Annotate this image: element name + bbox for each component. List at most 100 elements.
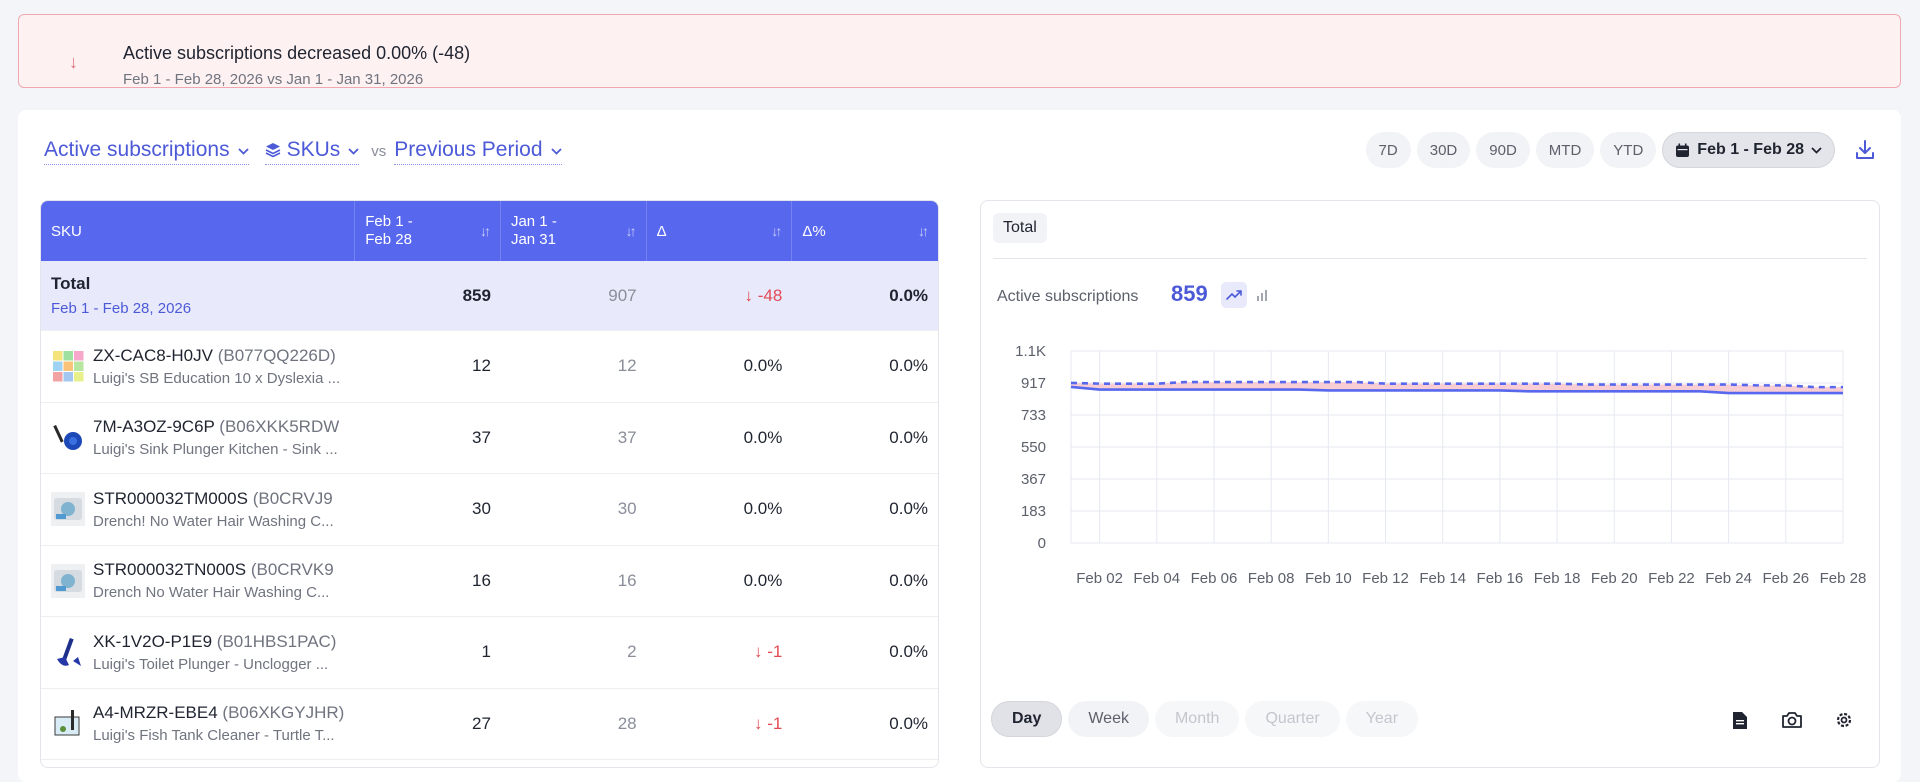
sku-id: 7M-A3OZ-9C6P (B06XKK5RDW [93,417,340,437]
vs-label: vs [371,143,387,160]
chevron-down-icon [1811,146,1822,154]
comparison-selector[interactable]: Previous Period [394,138,562,165]
asin: (B06XKK5RDW [219,417,340,437]
table-row[interactable]: A4-MRZR-EBE4 (B06XKGYJHR) Luigi's Fish Ta… [41,688,938,760]
sku-id: STR000032TN000S (B0CRVK9 [93,560,334,580]
column-header-sku[interactable]: SKU [41,201,356,261]
x-tick-label: Feb 04 [1133,570,1180,587]
chart-metric-value: 859 [1171,281,1208,306]
x-tick-label: Feb 06 [1191,570,1238,587]
download-button[interactable] [1849,134,1881,166]
bar-chart-icon [1257,290,1267,301]
sku-id: ZX-CAC8-H0JV (B077QQ226D) [93,345,336,365]
x-tick-label: Feb 26 [1762,570,1809,587]
metric-selector-label: Active subscriptions [44,138,230,161]
product-name: Drench No Water Hair Washing C... [93,584,330,602]
range-mtd-button[interactable]: MTD [1535,132,1595,168]
x-tick-label: Feb 10 [1305,570,1352,587]
table-row[interactable]: STR000032TM000S (B0CRVJ9 Drench! No Water… [41,474,938,546]
sku-table: SKU Feb 1 - Feb 28 ↓↑ Jan 1 - Jan 31 ↓↑ Δ ↓… [40,200,939,768]
product-thumbnail [51,563,85,598]
range-7d-button[interactable]: 7D [1365,132,1411,168]
screenshot-button[interactable] [1779,707,1805,733]
arrow-down-icon: ↓ [69,52,78,72]
bar-chart-toggle[interactable] [1249,282,1275,308]
alert-title: Active subscriptions decreased 0.00% (-4… [123,43,471,63]
date-controls: 7D 30D 90D MTD YTD Feb 1 - Feb 28 [1365,132,1881,168]
column-header-previous[interactable]: Jan 1 - Jan 31 ↓↑ [501,201,647,261]
export-csv-button[interactable] [1727,707,1753,733]
x-tick-label: Feb 28 [1820,570,1867,587]
product-thumbnail [51,349,85,384]
sku-id: A4-MRZR-EBE4 (B06XKGYJHR) [93,703,345,723]
x-tick-label: Feb 16 [1477,570,1524,587]
y-tick-label: 0 [1038,535,1046,552]
current-value: 16 [472,570,491,590]
granularity-month[interactable]: Month [1154,701,1240,737]
delta-pct-value: 0.0% [889,570,929,590]
product-name: Luigi's Toilet Plunger - Unclogger ... [93,655,329,673]
range-90d-button[interactable]: 90D [1476,132,1530,168]
chevron-down-icon [237,143,249,158]
table-header: SKU Feb 1 - Feb 28 ↓↑ Jan 1 - Jan 31 ↓↑ Δ ↓… [41,201,938,261]
total-delta-pct: 0.0% [889,285,929,305]
delta-pct-value: 0.0% [889,642,929,662]
table-row[interactable]: XK-1V2O-P1E9 (B01HBS1PAC) Luigi's Toilet … [41,617,938,689]
table-row[interactable]: 7M-A3OZ-9C6P (B06XKK5RDW Luigi's Sink Plu… [41,402,938,474]
table-row[interactable]: ZX-CAC8-H0JV (B077QQ226D) Luigi's SB Educ… [41,331,938,403]
product-thumbnail [51,420,85,455]
document-icon [1733,711,1747,729]
current-value: 37 [472,427,491,447]
current-value: 27 [472,713,491,733]
previous-value: 28 [617,713,637,733]
y-tick-label: 550 [1021,439,1046,456]
alert-subtitle: Feb 1 - Feb 28, 2026 vs Jan 1 - Jan 31, … [123,71,424,88]
y-tick-label: 1.1K [1015,343,1046,360]
chart-metric-label: Active subscriptions [997,288,1139,305]
sku-id: STR000032TM000S (B0CRVJ9 [93,488,333,508]
product-name: Drench! No Water Hair Washing C... [93,512,334,530]
column-header-current[interactable]: Feb 1 - Feb 28 ↓↑ [355,201,501,261]
range-ytd-button[interactable]: YTD [1600,132,1657,168]
sku-id: XK-1V2O-P1E9 (B01HBS1PAC) [93,631,337,651]
granularity-selector: Day Week Month Quarter Year [991,701,1419,737]
delta-pct-value: 0.0% [889,356,929,376]
delta-pct-value: 0.0% [889,427,929,447]
date-range-picker[interactable]: Feb 1 - Feb 28 [1662,132,1835,168]
comparison-selector-label: Previous Period [394,138,543,161]
gear-icon [1836,712,1852,728]
line-chart-toggle[interactable] [1221,282,1247,308]
asin: (B077QQ226D) [217,345,336,365]
layers-icon [265,143,280,158]
table-row[interactable]: STR000032TN000S (B0CRVK9 Drench No Water … [41,545,938,617]
x-tick-label: Feb 14 [1419,570,1466,587]
granularity-day[interactable]: Day [991,701,1063,737]
granularity-week[interactable]: Week [1068,701,1149,737]
y-tick-label: 917 [1021,375,1046,392]
granularity-quarter[interactable]: Quarter [1245,701,1340,737]
delta-value: 0.0% [743,356,783,376]
x-tick-label: Feb 22 [1648,570,1695,587]
granularity-year[interactable]: Year [1345,701,1419,737]
delta-pct-value: 0.0% [889,713,929,733]
product-thumbnail [51,635,85,670]
dimension-selector[interactable]: SKUs [264,138,360,165]
chart-settings-button[interactable] [1831,707,1857,733]
metric-selector[interactable]: Active subscriptions [44,138,249,165]
column-header-delta[interactable]: Δ ↓↑ [647,201,793,261]
series-chip-total[interactable]: Total [993,213,1047,243]
total-delta: ↓ -48 [744,285,783,305]
trend-line-icon [1226,290,1242,300]
asin: (B0CRVK9 [250,560,334,580]
column-header-delta-pct[interactable]: Δ% ↓↑ [802,222,929,240]
previous-value: 2 [627,642,637,662]
asin: (B01HBS1PAC) [216,631,337,651]
range-30d-button[interactable]: 30D [1416,132,1471,168]
previous-value: 16 [617,570,637,590]
table-row-total[interactable]: Total Feb 1 - Feb 28, 2026 859 907 ↓ -48… [41,261,938,331]
delta-value: ↓ -1 [753,713,783,733]
camera-icon [1782,712,1802,728]
chevron-down-icon [550,143,562,158]
report-card: Active subscriptions SKUs vs Previous Pe… [18,110,1901,782]
line-chart: 0 183 367 550 733 917 1.1K Feb 02 Feb 04 Feb 06 Fe… [1015,343,1867,587]
